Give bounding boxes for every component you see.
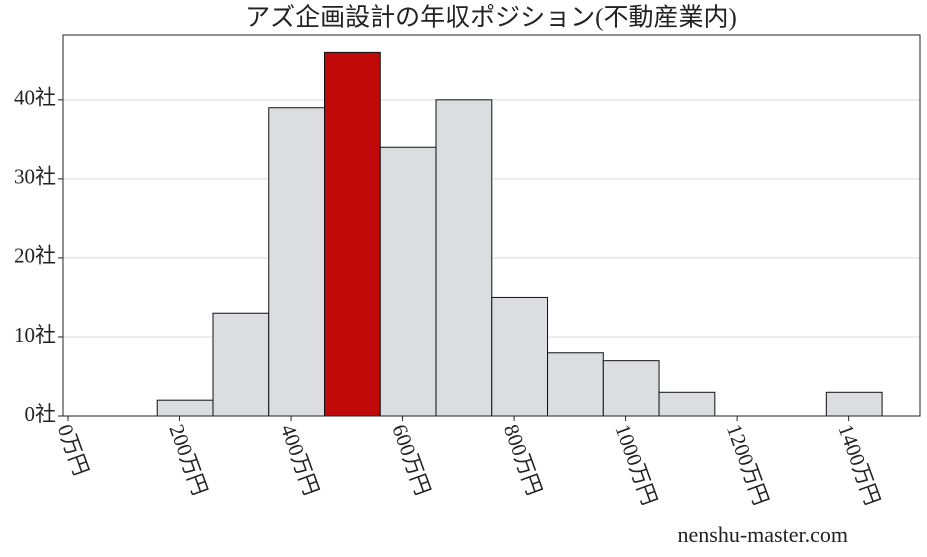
y-tick-label: 20社 [14, 244, 56, 268]
bar [825, 391, 883, 417]
bar [435, 99, 493, 417]
plot-frame [62, 34, 921, 417]
y-tick-label: 0社 [25, 402, 57, 426]
bar [212, 312, 270, 417]
bar [156, 399, 214, 417]
y-tick-label: 10社 [14, 323, 56, 347]
bar [602, 360, 660, 417]
bar [324, 51, 381, 417]
bar [658, 391, 716, 417]
bar [268, 107, 326, 417]
bar [379, 146, 437, 417]
watermark: nenshu-master.com [678, 522, 848, 547]
chart-title: アズ企画設計の年収ポジション(不動産業内) [245, 4, 737, 32]
y-tick-label: 40社 [14, 86, 56, 110]
bar [491, 296, 549, 417]
y-tick-label: 30社 [14, 165, 56, 189]
bar [547, 352, 604, 417]
